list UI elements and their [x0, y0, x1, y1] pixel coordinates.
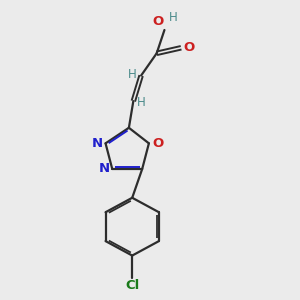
Text: O: O: [152, 137, 163, 150]
Text: H: H: [137, 96, 146, 109]
Text: O: O: [152, 15, 163, 28]
Text: O: O: [184, 41, 195, 54]
Text: H: H: [128, 68, 137, 81]
Text: N: N: [92, 137, 103, 150]
Text: N: N: [98, 162, 110, 176]
Text: H: H: [169, 11, 178, 24]
Text: Cl: Cl: [125, 279, 139, 292]
